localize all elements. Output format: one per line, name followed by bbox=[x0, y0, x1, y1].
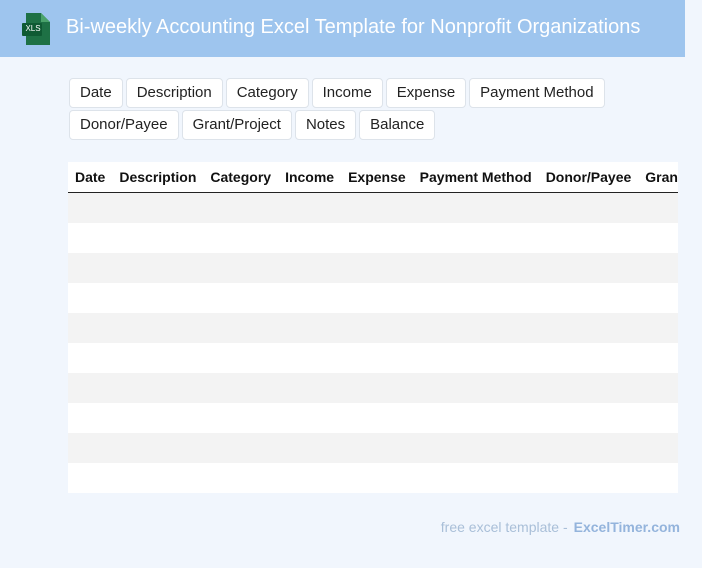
table-body bbox=[68, 193, 678, 493]
footer-link[interactable]: ExcelTimer.com bbox=[573, 519, 680, 535]
chip[interactable]: Payment Method bbox=[469, 78, 605, 108]
column-header: Donor/Payee bbox=[538, 162, 639, 193]
column-header: Payment Method bbox=[412, 162, 539, 193]
table-row bbox=[68, 253, 678, 283]
table: Date Description Category Income Expense Paym… bbox=[68, 162, 678, 493]
table-row bbox=[68, 283, 678, 313]
chip[interactable]: Income bbox=[311, 78, 383, 108]
chip[interactable]: Notes bbox=[294, 110, 357, 140]
table-row bbox=[68, 463, 678, 493]
column-header: Description bbox=[112, 162, 204, 193]
table-row bbox=[68, 223, 678, 253]
header-row: Date Description Category Income Expense Paym… bbox=[68, 162, 678, 193]
column-header: Expense bbox=[341, 162, 413, 193]
column-header: Grant/Project bbox=[638, 162, 678, 193]
column-header: Category bbox=[203, 162, 279, 193]
chips: Date Description Category Income Expense Paym… bbox=[69, 78, 629, 140]
table-grid: Date Description Category Income Expense Paym… bbox=[68, 162, 678, 193]
chip[interactable]: Expense bbox=[385, 78, 467, 108]
chip[interactable]: Grant/Project bbox=[181, 110, 292, 140]
chip[interactable]: Category bbox=[225, 78, 309, 108]
xls-icon bbox=[22, 13, 50, 45]
chip[interactable]: Date bbox=[69, 78, 123, 108]
chip[interactable]: Donor/Payee bbox=[69, 110, 179, 140]
title: Bi-weekly Accounting Excel Template for … bbox=[66, 16, 641, 38]
table-row bbox=[68, 343, 678, 373]
table-row bbox=[68, 433, 678, 463]
table-row bbox=[68, 373, 678, 403]
footer-text: free excel template - bbox=[440, 519, 568, 535]
table-row bbox=[68, 313, 678, 343]
footer: free excel template - ExcelTimer.com bbox=[441, 519, 680, 535]
table-row bbox=[68, 193, 678, 223]
chip[interactable]: Description bbox=[125, 78, 223, 108]
header: XLS Bi-weekly Accounting Excel Template … bbox=[0, 0, 685, 57]
column-header: Income bbox=[278, 162, 342, 193]
icon-label: XLS bbox=[25, 24, 41, 33]
table-row bbox=[68, 403, 678, 433]
chip[interactable]: Balance bbox=[359, 110, 436, 140]
column-header: Date bbox=[68, 162, 113, 193]
